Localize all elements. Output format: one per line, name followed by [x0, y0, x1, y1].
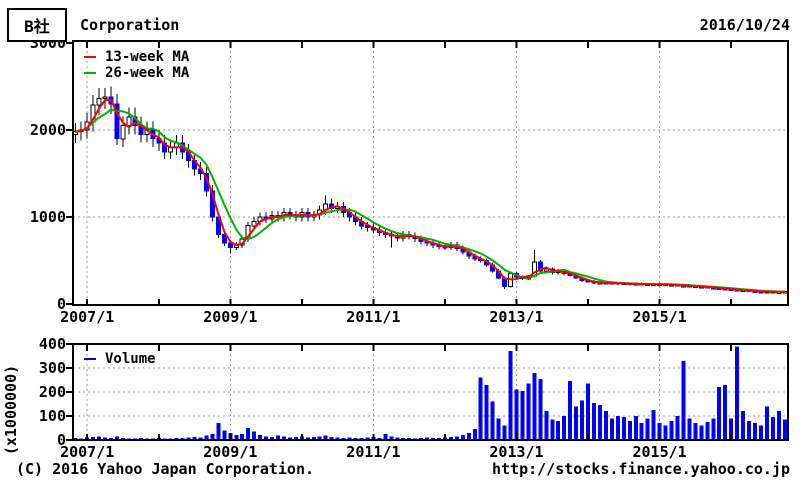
- stock-name-label: B社: [24, 17, 50, 36]
- svg-text:1000: 1000: [30, 208, 66, 226]
- svg-text:2011/1: 2011/1: [346, 308, 400, 326]
- volume-legend-item: Volume: [84, 351, 156, 367]
- svg-text:2007/1: 2007/1: [60, 443, 114, 461]
- svg-text:100: 100: [39, 407, 66, 425]
- svg-text:0: 0: [57, 295, 66, 313]
- volume-chart-group: 0 100 200 300 400 2007/1 2009/1 2011/1 2013/1 201…: [39, 335, 789, 461]
- svg-text:200: 200: [39, 383, 66, 401]
- svg-text:2009/1: 2009/1: [203, 443, 257, 461]
- copyright-text: (C) 2016 Yahoo Japan Corporation.: [16, 460, 315, 478]
- svg-text:0: 0: [57, 431, 66, 449]
- stock-name-box: B社: [7, 8, 67, 42]
- svg-text:2013/1: 2013/1: [489, 308, 543, 326]
- ma13-line-swatch: [84, 56, 96, 58]
- svg-text:2013/1: 2013/1: [489, 443, 543, 461]
- ma26-line-swatch: [84, 72, 96, 74]
- source-url-text: http://stocks.finance.yahoo.co.jp: [491, 460, 790, 478]
- chart-title: Corporation: [80, 16, 180, 34]
- svg-text:2000: 2000: [30, 121, 66, 139]
- svg-text:2011/1: 2011/1: [346, 443, 400, 461]
- svg-text:2007/1: 2007/1: [60, 308, 114, 326]
- ma13-legend-item: 13-week MA: [84, 49, 189, 65]
- volume-legend-label: Volume: [105, 351, 156, 367]
- svg-text:400: 400: [39, 335, 66, 353]
- ma26-legend-item: 26-week MA: [84, 65, 189, 81]
- ma26-legend-label: 26-week MA: [105, 65, 190, 81]
- volume-legend: Volume: [84, 351, 156, 367]
- ma13-legend-label: 13-week MA: [105, 49, 190, 65]
- svg-text:2015/1: 2015/1: [633, 443, 687, 461]
- chart-date: 2016/10/24: [699, 16, 790, 34]
- svg-text:2015/1: 2015/1: [633, 308, 687, 326]
- svg-text:300: 300: [39, 359, 66, 377]
- svg-text:2009/1: 2009/1: [203, 308, 257, 326]
- price-chart-legend: 13-week MA 26-week MA: [84, 49, 189, 81]
- volume-swatch: [84, 358, 96, 360]
